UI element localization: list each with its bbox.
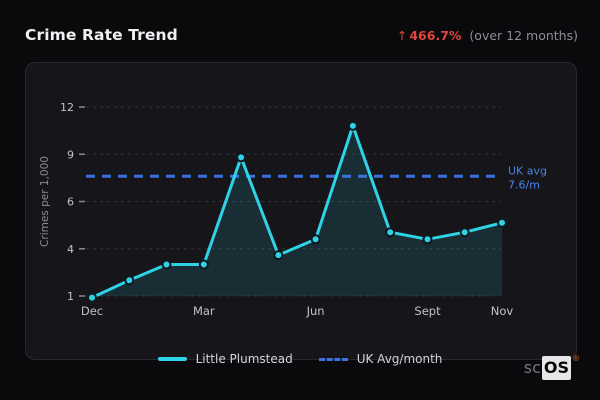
data-point-oct[interactable] <box>459 227 470 238</box>
y-tick-label: 1 <box>67 290 74 303</box>
data-point-jan[interactable] <box>124 275 135 286</box>
solid-line-swatch-icon <box>157 357 187 361</box>
data-point-apr[interactable] <box>236 152 247 163</box>
data-point-jun[interactable] <box>310 234 321 245</box>
legend-item-little-plumstead[interactable]: Little Plumstead <box>157 352 293 366</box>
y-tick-label: 6 <box>67 196 74 209</box>
data-point-feb[interactable] <box>161 259 172 270</box>
page-title: Crime Rate Trend <box>25 26 178 44</box>
chart-card: 1 4 6 9 12 UK avg 7.6/m Dec Mar Jun Sept Nov Crimes … <box>25 62 577 360</box>
data-point-nov[interactable] <box>497 217 507 228</box>
y-tick-label: 12 <box>60 101 74 114</box>
trend-up-arrow-icon: ↑ <box>396 27 408 43</box>
area-fill <box>92 125 502 298</box>
y-tick-label: 4 <box>67 243 74 256</box>
logo-prefix: sc <box>523 358 541 377</box>
registered-trademark-icon: ® <box>572 354 580 363</box>
x-tick-label: Sept <box>414 304 441 318</box>
x-tick-label: Dec <box>81 304 103 318</box>
trend-indicator: ↑ 466.7% (over 12 months) <box>397 28 578 43</box>
x-tick-label: Mar <box>193 304 215 318</box>
trend-value: 466.7% <box>409 27 462 43</box>
dashed-line-swatch-icon <box>318 357 348 361</box>
legend-item-uk-avg[interactable]: UK Avg/month <box>318 352 443 366</box>
data-point-jul[interactable] <box>347 120 358 131</box>
data-point-sep[interactable] <box>422 234 433 245</box>
x-tick-label: Nov <box>491 304 514 318</box>
logo-suffix: OS <box>541 356 571 380</box>
scos-brand-logo: sc OS ® <box>523 354 580 380</box>
legend-label: UK Avg/month <box>356 352 443 366</box>
trend-caption: (over 12 months) <box>469 27 578 43</box>
data-point-dec[interactable] <box>87 292 97 303</box>
legend-label: Little Plumstead <box>195 352 293 366</box>
data-point-may[interactable] <box>273 250 284 261</box>
y-axis-title: Crimes per 1,000 <box>39 156 51 247</box>
data-point-mar[interactable] <box>198 259 209 270</box>
uk-avg-label: UK avg 7.6/m <box>508 164 547 191</box>
header: Crime Rate Trend ↑ 466.7% (over 12 months… <box>0 0 600 56</box>
chart-legend: Little Plumstead UK Avg/month <box>0 352 600 366</box>
trend-line <box>90 124 504 300</box>
y-tick-label: 9 <box>67 148 74 161</box>
crime-trend-chart: 1 4 6 9 12 UK avg 7.6/m Dec Mar Jun Sept Nov Crimes … <box>39 101 547 318</box>
x-tick-label: Jun <box>306 304 325 318</box>
data-point-aug[interactable] <box>385 227 396 238</box>
